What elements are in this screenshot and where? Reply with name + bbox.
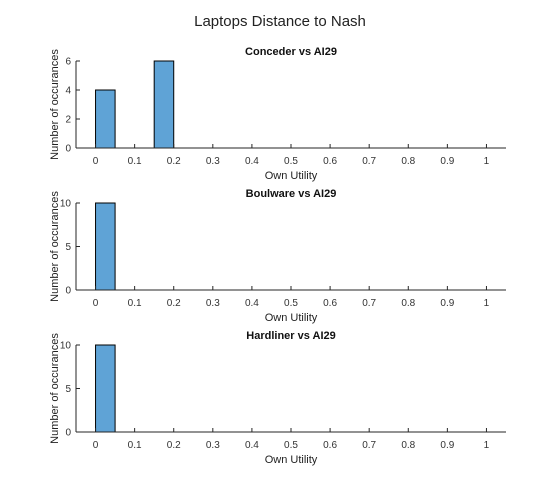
x-axis-label: Own Utility [265, 170, 318, 182]
subplot-title: Boulware vs AI29 [246, 188, 337, 200]
subplot-title: Hardliner vs AI29 [246, 330, 335, 342]
x-axis-label: Own Utility [265, 312, 318, 324]
histogram-bar-2-1 [95, 202, 116, 291]
subplots-group: 0 0.1 0.2 0.3 0.4 0.5 0.6 0.7 0.8 0.9 10246Concede… [49, 46, 506, 466]
subplot-1: 0 0.1 0.2 0.3 0.4 0.5 0.6 0.7 0.8 0.9 1 0 2 4 6 Concede… [49, 46, 506, 182]
x-tick-label: 0.6 [323, 298, 337, 309]
x-tick-label: 0.2 [167, 298, 181, 309]
x-tick-label: 0.2 [167, 440, 181, 451]
x-tick-label: 1 [484, 440, 490, 451]
y-tick-label: 5 [65, 384, 71, 395]
x-tick-label: 0.6 [323, 156, 337, 167]
x-tick-label: 0.6 [323, 440, 337, 451]
x-tick-label: 0.1 [128, 440, 142, 451]
x-tick-label: 0.5 [284, 298, 298, 309]
x-tick-label: 1 [484, 156, 490, 167]
x-tick-label: 0.9 [440, 298, 454, 309]
x-tick-label: 0.3 [206, 440, 220, 451]
x-tick-label: 0.4 [245, 156, 259, 167]
y-axis-label: Number of occurances [49, 49, 61, 160]
y-axis-label: Number of occurances [49, 191, 61, 302]
x-tick-label: 0.4 [245, 298, 259, 309]
x-tick-label: 1 [484, 298, 490, 309]
x-tick-label: 0.7 [362, 298, 376, 309]
x-tick-label: 0.5 [284, 440, 298, 451]
x-tick-label: 0.2 [167, 156, 181, 167]
subplot-3: 0 0.1 0.2 0.3 0.4 0.5 0.6 0.7 0.8 0.9 10510Hardlin… [49, 330, 506, 466]
figure-title: Laptops Distance to Nash [194, 13, 366, 30]
y-tick-label: 0 [65, 428, 71, 439]
x-tick-label: 0.9 [440, 156, 454, 167]
y-tick-label: 10 [60, 199, 72, 210]
x-tick-label: 0.9 [440, 440, 454, 451]
x-tick-label: 0.8 [401, 156, 415, 167]
x-tick-label: 0.7 [362, 156, 376, 167]
y-axis-label: Number of occurances [49, 333, 61, 444]
x-tick-label: 0.1 [128, 156, 142, 167]
x-tick-label: 0 [93, 440, 99, 451]
y-tick-label: 0 [65, 144, 71, 155]
x-tick-label: 0 [93, 298, 99, 309]
y-tick-label: 0 [65, 286, 71, 297]
histogram-bar-1-1 [95, 89, 116, 149]
y-tick-label: 6 [65, 57, 71, 68]
x-tick-label: 0.8 [401, 298, 415, 309]
histogram-bar-3-1 [95, 344, 116, 433]
x-tick-label: 0 [93, 156, 99, 167]
x-axis-label: Own Utility [265, 454, 318, 466]
y-tick-label: 10 [60, 341, 72, 352]
histogram-bar-1-2 [153, 60, 175, 149]
x-tick-label: 0.3 [206, 156, 220, 167]
y-tick-label: 5 [65, 242, 71, 253]
y-tick-label: 4 [65, 86, 71, 97]
y-tick-label: 2 [65, 115, 71, 126]
x-tick-label: 0.4 [245, 440, 259, 451]
subplot-2: 0 0.1 0.2 0.3 0.4 0.5 0.6 0.7 0.8 0.9 10510Boulwar… [49, 188, 506, 324]
x-tick-label: 0.1 [128, 298, 142, 309]
x-tick-label: 0.8 [401, 440, 415, 451]
x-tick-label: 0.7 [362, 440, 376, 451]
x-tick-label: 0.3 [206, 298, 220, 309]
x-tick-label: 0.5 [284, 156, 298, 167]
subplot-title: Conceder vs AI29 [245, 46, 337, 58]
